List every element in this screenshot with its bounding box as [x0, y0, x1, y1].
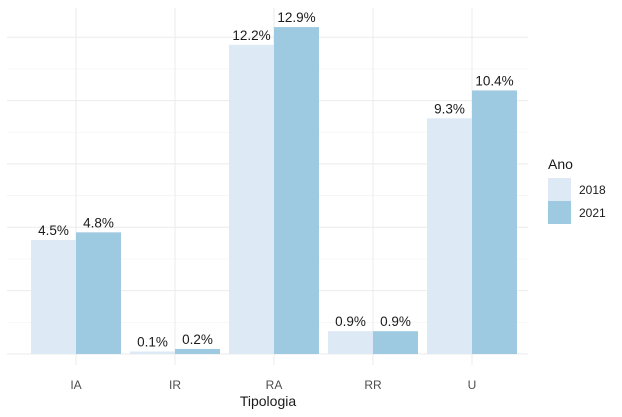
bar-rr-2018	[328, 331, 373, 354]
x-tick-label-u: U	[468, 378, 477, 392]
data-label-ra-2018: 12.2%	[232, 28, 270, 43]
bar-ir-2021	[175, 348, 220, 354]
legend-items: 2018 2021	[548, 178, 606, 224]
bar-ia-2021	[76, 232, 121, 354]
data-label-u-2021: 10.4%	[475, 73, 513, 88]
x-axis-tick-labels: IA IR RA RR U	[70, 378, 476, 392]
data-label-rr-2021: 0.9%	[380, 314, 411, 329]
bar-u-2021	[472, 90, 517, 354]
bar-ia-2018	[31, 239, 76, 354]
data-labels: 4.5% 0.1% 12.2% 0.9% 9.3% 4.8% 0.2% 12.9% 0.9% 10…	[38, 10, 514, 349]
x-tick-label-ra: RA	[266, 378, 283, 392]
x-axis-title: Tipologia	[240, 393, 297, 409]
legend-label-2021: 2021	[579, 206, 606, 220]
x-tick-label-rr: RR	[364, 378, 382, 392]
legend: Ano 2018 2021	[548, 156, 606, 224]
legend-label-2018: 2018	[579, 183, 606, 197]
data-label-ia-2018: 4.5%	[38, 223, 69, 238]
data-label-ra-2021: 12.9%	[277, 10, 315, 25]
x-tick-label-ir: IR	[169, 378, 181, 392]
data-label-rr-2018: 0.9%	[335, 314, 366, 329]
x-tick-label-ia: IA	[70, 378, 81, 392]
legend-swatch-2021	[548, 201, 571, 224]
data-label-ia-2021: 4.8%	[83, 215, 114, 230]
data-label-ir-2018: 0.1%	[137, 334, 168, 349]
bar-u-2018	[427, 118, 472, 354]
bar-ra-2021	[274, 27, 319, 355]
legend-title: Ano	[548, 156, 573, 172]
bar-ir-2018	[130, 351, 175, 354]
bars	[31, 27, 517, 355]
data-label-ir-2021: 0.2%	[182, 332, 213, 347]
data-label-u-2018: 9.3%	[434, 101, 465, 116]
bar-ra-2018	[229, 44, 274, 354]
bar-rr-2021	[373, 331, 418, 354]
legend-swatch-2018	[548, 178, 571, 201]
